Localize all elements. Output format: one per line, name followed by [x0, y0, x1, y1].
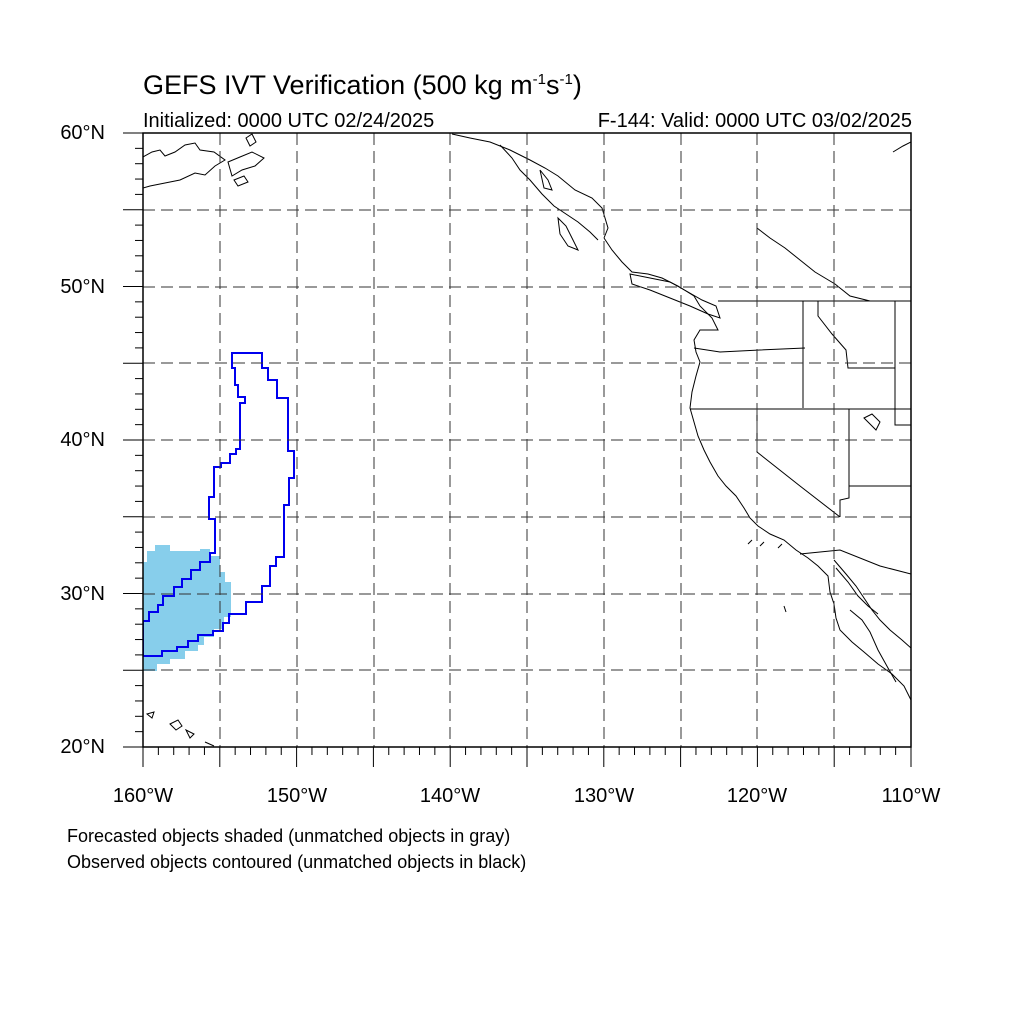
- lon-label-160w: 160°W: [112, 785, 174, 807]
- pacific-islands: [747, 539, 787, 613]
- us-mexico-border: [799, 549, 911, 575]
- observed-object-contour: [143, 352, 295, 657]
- lat-label-40: 40°N: [60, 429, 105, 451]
- lon-label-110w: 110°W: [881, 785, 941, 807]
- forecast-object-shaded: [143, 545, 231, 671]
- note-observed: Observed objects contoured (unmatched ob…: [67, 852, 527, 872]
- tick-marks: [123, 132, 912, 767]
- north-coast: [451, 133, 609, 239]
- alaska-coast: [143, 142, 226, 189]
- north-coast-fjords: [499, 144, 599, 241]
- alaska-islands: [227, 133, 265, 187]
- lat-label-30: 30°N: [60, 583, 105, 605]
- lat-label-20: 20°N: [60, 736, 105, 758]
- chart-title: GEFS IVT Verification (500 kg m-1s-1): [143, 70, 582, 100]
- lon-label-130w: 130°W: [573, 785, 635, 807]
- bc-islands: [539, 169, 580, 251]
- initialized-time: Initialized: 0000 UTC 02/24/2025: [143, 110, 435, 132]
- great-salt-lake: [863, 413, 881, 431]
- wa-or-border: [693, 347, 806, 353]
- nv-az-border: [839, 409, 850, 517]
- gulf-coast: [835, 567, 879, 615]
- ca-nv-border: [756, 409, 841, 518]
- baja-peninsula: [833, 559, 911, 649]
- lon-label-140w: 140°W: [419, 785, 481, 807]
- mt-border: [756, 227, 911, 426]
- valid-time: F-144: Valid: 0000 UTC 03/02/2025: [597, 110, 912, 132]
- lon-label-150w: 150°W: [266, 785, 328, 807]
- id-border: [802, 301, 895, 408]
- lat-label-60: 60°N: [60, 122, 105, 144]
- vancouver-island: [629, 273, 721, 319]
- west-coast: [603, 237, 911, 701]
- note-forecast: Forecasted objects shaded (unmatched obj…: [67, 826, 511, 846]
- hawaii-islands: [145, 711, 215, 747]
- lat-label-50: 50°N: [60, 276, 105, 298]
- hudson-bay-edge: [892, 141, 911, 153]
- lon-label-120w: 120°W: [726, 785, 788, 807]
